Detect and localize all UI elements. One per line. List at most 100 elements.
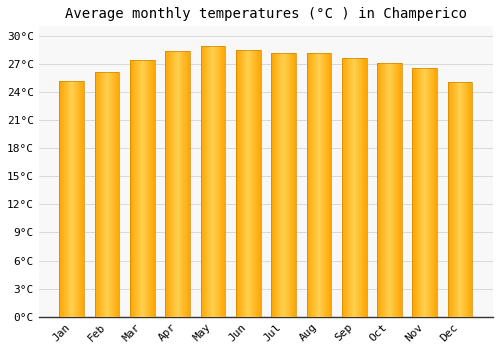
Bar: [306, 54, 308, 317]
Bar: [200, 46, 226, 317]
Bar: [187, 51, 188, 317]
Bar: [103, 72, 104, 317]
Bar: [464, 82, 465, 317]
Bar: [471, 82, 472, 317]
Bar: [219, 46, 220, 317]
Bar: [425, 68, 426, 317]
Bar: [315, 54, 316, 317]
Bar: [184, 51, 185, 317]
Bar: [393, 63, 394, 317]
Title: Average monthly temperatures (°C ) in Champerico: Average monthly temperatures (°C ) in Ch…: [65, 7, 467, 21]
Bar: [222, 46, 223, 317]
Bar: [416, 68, 418, 317]
Bar: [130, 60, 155, 317]
Bar: [210, 46, 212, 317]
Bar: [208, 46, 209, 317]
Bar: [82, 80, 84, 317]
Bar: [276, 54, 277, 317]
Bar: [314, 54, 315, 317]
Bar: [294, 54, 295, 317]
Bar: [141, 60, 142, 317]
Bar: [203, 46, 204, 317]
Bar: [318, 54, 319, 317]
Bar: [319, 54, 320, 317]
Bar: [451, 82, 452, 317]
Bar: [189, 51, 190, 317]
Bar: [420, 68, 422, 317]
Bar: [154, 60, 155, 317]
Bar: [324, 54, 326, 317]
Bar: [248, 50, 249, 317]
Bar: [102, 72, 103, 317]
Bar: [110, 72, 111, 317]
Bar: [271, 54, 272, 317]
Bar: [111, 72, 112, 317]
Bar: [176, 51, 177, 317]
Bar: [382, 63, 383, 317]
Bar: [461, 82, 462, 317]
Bar: [64, 80, 65, 317]
Bar: [171, 51, 172, 317]
Bar: [457, 82, 458, 317]
Bar: [364, 58, 365, 317]
Bar: [104, 72, 106, 317]
Bar: [240, 50, 241, 317]
Bar: [145, 60, 146, 317]
Bar: [60, 80, 84, 317]
Bar: [470, 82, 471, 317]
Bar: [76, 80, 78, 317]
Bar: [359, 58, 360, 317]
Bar: [455, 82, 456, 317]
Bar: [348, 58, 349, 317]
Bar: [170, 51, 171, 317]
Bar: [205, 46, 206, 317]
Bar: [330, 54, 331, 317]
Bar: [212, 46, 213, 317]
Bar: [317, 54, 318, 317]
Bar: [118, 72, 120, 317]
Bar: [465, 82, 466, 317]
Bar: [108, 72, 110, 317]
Bar: [456, 82, 457, 317]
Bar: [250, 50, 251, 317]
Bar: [249, 50, 250, 317]
Bar: [138, 60, 139, 317]
Bar: [460, 82, 461, 317]
Bar: [131, 60, 132, 317]
Bar: [354, 58, 355, 317]
Bar: [413, 68, 414, 317]
Bar: [174, 51, 175, 317]
Bar: [221, 46, 222, 317]
Bar: [349, 58, 350, 317]
Bar: [391, 63, 392, 317]
Bar: [379, 63, 380, 317]
Bar: [143, 60, 144, 317]
Bar: [361, 58, 362, 317]
Bar: [458, 82, 459, 317]
Bar: [388, 63, 390, 317]
Bar: [79, 80, 80, 317]
Bar: [271, 54, 296, 317]
Bar: [180, 51, 181, 317]
Bar: [423, 68, 424, 317]
Bar: [182, 51, 184, 317]
Bar: [153, 60, 154, 317]
Bar: [397, 63, 398, 317]
Bar: [419, 68, 420, 317]
Bar: [256, 50, 258, 317]
Bar: [291, 54, 292, 317]
Bar: [106, 72, 107, 317]
Bar: [207, 46, 208, 317]
Bar: [312, 54, 313, 317]
Bar: [377, 63, 402, 317]
Bar: [327, 54, 328, 317]
Bar: [218, 46, 219, 317]
Bar: [112, 72, 113, 317]
Bar: [172, 51, 173, 317]
Bar: [427, 68, 428, 317]
Bar: [316, 54, 317, 317]
Bar: [68, 80, 70, 317]
Bar: [306, 54, 331, 317]
Bar: [130, 60, 131, 317]
Bar: [251, 50, 252, 317]
